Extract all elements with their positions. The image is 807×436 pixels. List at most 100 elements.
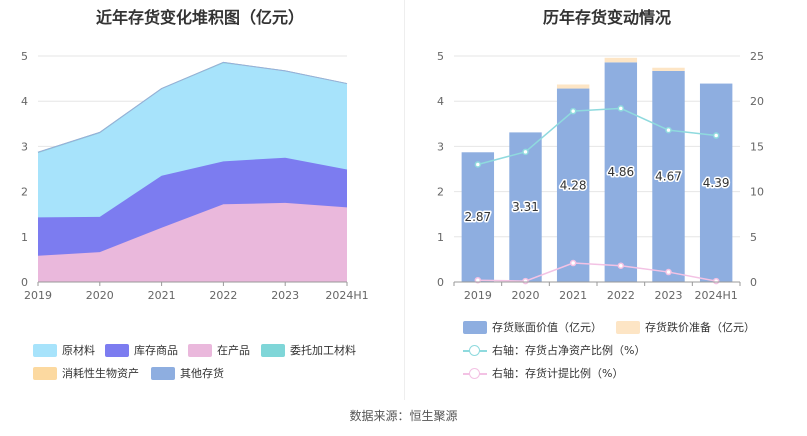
legend-item[interactable]: 库存商品 (105, 342, 178, 358)
area-原材料 (38, 63, 347, 218)
y2-tick-label: 10 (750, 186, 764, 199)
legend-item[interactable]: 委托加工材料 (261, 342, 356, 358)
bar-value-label: 4.67 (655, 169, 682, 183)
legend-line-marker (469, 367, 480, 379)
point-net-asset-ratio (617, 105, 625, 112)
bar-book-value (461, 152, 495, 282)
bar-impairment-reserve (556, 84, 590, 89)
bar-book-value (699, 83, 733, 283)
bar-book-value (509, 132, 542, 282)
legend-label: 其他存货 (180, 367, 224, 380)
y-tick-label: 3 (21, 140, 28, 153)
legend-label: 存货账面价值（亿元） (492, 321, 602, 334)
area-在产品 (38, 202, 347, 282)
legend-label: 原材料 (62, 344, 95, 357)
y-tick-label: 2 (21, 186, 28, 199)
area-库存商品 (38, 157, 347, 256)
bar-value-label: 2.87 (464, 210, 491, 224)
legend-swatch (463, 367, 487, 380)
y-tick-label: 0 (437, 276, 444, 289)
bar-value-label: 4.28 (560, 178, 587, 192)
legend-label: 库存商品 (134, 344, 178, 357)
legend-item[interactable]: 存货账面价值（亿元） (463, 319, 602, 335)
bar-impairment-reserve (604, 57, 638, 63)
x-tick-label: 2020 (86, 289, 114, 302)
point-net-asset-ratio (474, 161, 482, 168)
y-tick-label: 4 (437, 95, 444, 108)
point-provision-ratio (474, 276, 482, 284)
y-tick-label: 1 (437, 231, 444, 244)
legend-swatch (261, 343, 285, 357)
point-provision-ratio (665, 268, 672, 276)
y-tick-label: 5 (21, 50, 28, 63)
point-net-asset-ratio (712, 132, 720, 139)
legend-item[interactable]: 在产品 (188, 342, 250, 358)
bar-book-value (652, 70, 685, 282)
bar-value-label: 4.86 (607, 165, 634, 179)
y2-tick-label: 25 (750, 50, 764, 63)
point-net-asset-ratio (665, 126, 672, 134)
legend-label: 委托加工材料 (290, 344, 356, 357)
legend-item[interactable]: 其他存货 (151, 365, 224, 381)
legend-label: 消耗性生物资产 (62, 367, 139, 380)
legend-label: 右轴：存货计提比例（%） (492, 367, 624, 380)
line-provision-ratio (477, 262, 717, 282)
bar-value-label: 4.39 (703, 176, 730, 190)
x-tick-label: 2019 (24, 289, 52, 302)
point-provision-ratio (712, 277, 720, 285)
line-net-asset-ratio (477, 107, 717, 166)
x-tick-label: 2023 (655, 289, 683, 302)
legend-label: 存货跌价准备（亿元） (645, 321, 755, 334)
data-source-note: 数据来源：恒生聚源 (349, 409, 458, 423)
legend-label: 右轴：存货占净资产比例（%） (492, 344, 646, 357)
x-tick-label: 2023 (271, 289, 299, 302)
y-tick-label: 1 (21, 231, 28, 244)
legend-swatch (33, 366, 57, 380)
legend-swatch (105, 343, 129, 357)
x-tick-label: 2024H1 (695, 289, 738, 302)
x-tick-label: 2022 (607, 289, 635, 302)
point-net-asset-ratio (569, 107, 577, 115)
point-provision-ratio (617, 262, 625, 269)
legend-line-marker (469, 344, 480, 356)
point-net-asset-ratio (522, 148, 529, 156)
y-tick-label: 3 (437, 140, 444, 153)
y-tick-label: 2 (437, 186, 444, 199)
point-provision-ratio (569, 259, 577, 267)
y2-tick-label: 5 (750, 231, 757, 244)
legend-label: 在产品 (217, 344, 250, 357)
y2-tick-label: 15 (750, 140, 764, 153)
legend-swatch (33, 343, 57, 357)
x-tick-label: 2021 (559, 289, 587, 302)
left-chart-title: 近年存货变化堆积图（亿元） (95, 8, 304, 27)
x-tick-label: 2022 (209, 289, 237, 302)
legend-swatch (463, 344, 487, 357)
panel-divider (404, 0, 405, 400)
legend-item[interactable]: 原材料 (33, 342, 95, 358)
bar-value-label: 3.31 (512, 200, 539, 214)
bar-impairment-reserve (652, 67, 685, 71)
legend-item[interactable]: 存货跌价准备（亿元） (616, 319, 755, 335)
legend-swatch (151, 366, 175, 380)
legend-item[interactable]: 消耗性生物资产 (33, 365, 139, 381)
area-edge-其他存货 (37, 61, 348, 153)
legend-swatch (616, 320, 640, 334)
x-tick-label: 2019 (464, 289, 492, 302)
legend-swatch (188, 343, 212, 357)
y2-tick-label: 0 (750, 276, 757, 289)
y-tick-label: 4 (21, 95, 28, 108)
y-tick-label: 5 (437, 50, 444, 63)
x-tick-label: 2024H1 (325, 289, 368, 302)
point-provision-ratio (522, 277, 529, 285)
y2-tick-label: 20 (750, 95, 764, 108)
legend-item[interactable]: 右轴：存货占净资产比例（%） (463, 342, 645, 358)
x-tick-label: 2021 (148, 289, 176, 302)
legend-swatch (463, 320, 487, 334)
bar-book-value (604, 62, 638, 282)
y-tick-label: 0 (21, 276, 28, 289)
x-tick-label: 2020 (512, 289, 540, 302)
right-chart-title: 历年存货变动情况 (542, 8, 671, 27)
legend-item[interactable]: 右轴：存货计提比例（%） (463, 365, 623, 381)
